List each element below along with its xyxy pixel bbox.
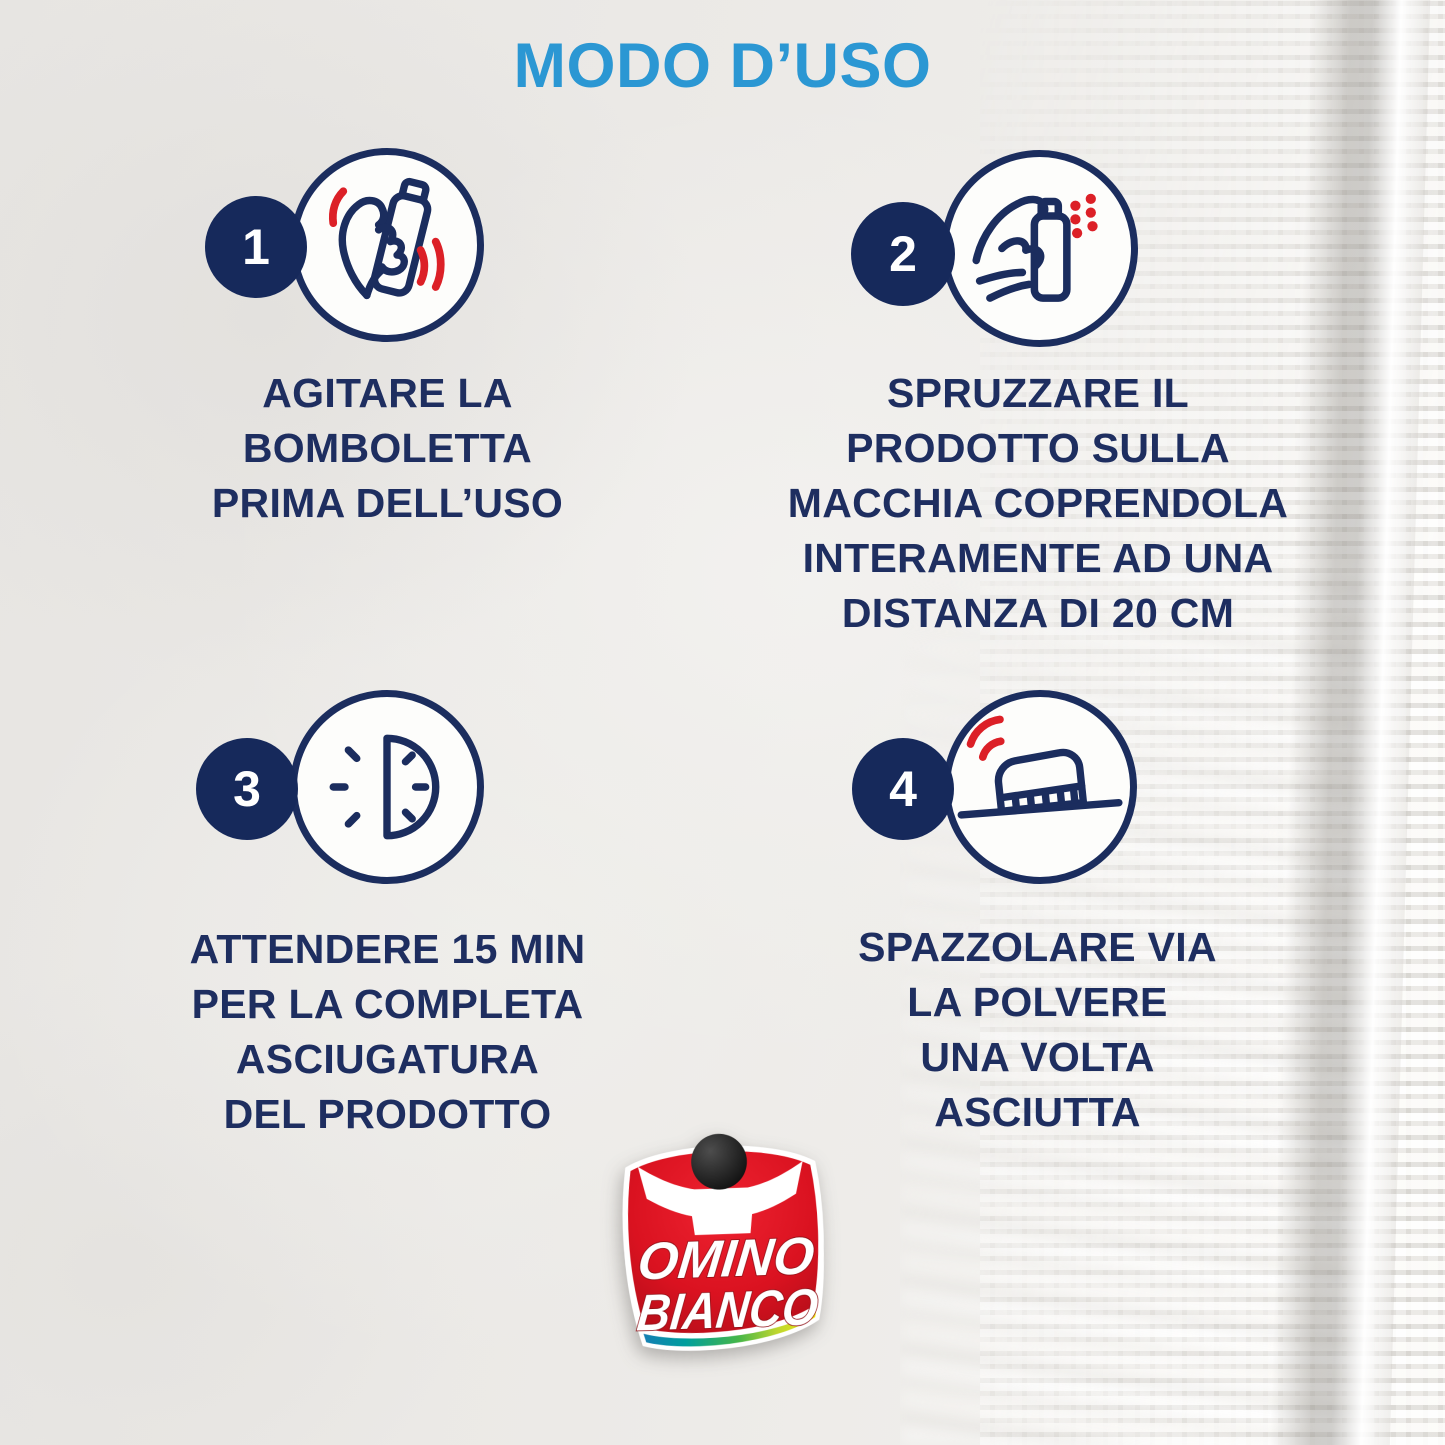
step-2-number-badge: 2	[851, 202, 955, 306]
step-1-number-badge: 1	[205, 196, 307, 298]
caption-line: PRIMA DELL’USO	[211, 480, 564, 526]
step-3-number-badge: 3	[196, 738, 298, 840]
caption-line: DISTANZA DI 20 CM	[841, 590, 1235, 636]
caption-line: INTERAMENTE AD UNA	[802, 535, 1274, 581]
caption-line: SPAZZOLARE VIA	[858, 924, 1217, 970]
step-1-caption: AGITARE LA BOMBOLETTA PRIMA DELL’USO	[155, 366, 620, 531]
caption-line: UNA VOLTA	[920, 1034, 1155, 1080]
spray-product-icon	[941, 150, 1138, 347]
step-2-number: 2	[889, 226, 917, 282]
logo-text-omino: OMINO	[635, 1226, 817, 1291]
step-4-number-badge: 4	[852, 738, 954, 840]
caption-line: ASCIUGATURA	[235, 1036, 540, 1082]
logo-text-bianco: BIANCO	[635, 1278, 821, 1342]
step-2-caption: SPRUZZARE IL PRODOTTO SULLA MACCHIA COPR…	[762, 366, 1314, 641]
caption-line: PER LA COMPLETA	[191, 981, 584, 1027]
caption-line: AGITARE LA	[262, 370, 513, 416]
page-title: MODO D’USO	[513, 31, 932, 101]
caption-line: PRODOTTO SULLA	[846, 425, 1230, 471]
caption-line: MACCHIA COPRENDOLA	[787, 480, 1289, 526]
wait-clock-icon	[290, 690, 484, 884]
step-4-caption: SPAZZOLARE VIA LA POLVERE UNA VOLTA ASCI…	[785, 920, 1290, 1140]
step-3-caption: ATTENDERE 15 MIN PER LA COMPLETA ASCIUGA…	[135, 922, 640, 1142]
logo-head	[691, 1133, 747, 1190]
shake-spray-can-icon	[290, 148, 484, 342]
step-3-number: 3	[233, 761, 261, 817]
step-4-number: 4	[889, 761, 917, 817]
caption-line: DEL PRODOTTO	[223, 1091, 552, 1137]
caption-line: LA POLVERE	[907, 979, 1168, 1025]
step-1-number: 1	[242, 219, 270, 275]
caption-line: SPRUZZARE IL	[887, 370, 1189, 416]
caption-line: ATTENDERE 15 MIN	[189, 926, 586, 972]
brush-dust-icon	[943, 690, 1137, 884]
logo-shirt	[637, 1161, 803, 1236]
caption-line: ASCIUTTA	[934, 1089, 1141, 1135]
omino-bianco-logo: OMINO BIANCO	[606, 1122, 840, 1364]
caption-line: BOMBOLETTA	[242, 425, 533, 471]
